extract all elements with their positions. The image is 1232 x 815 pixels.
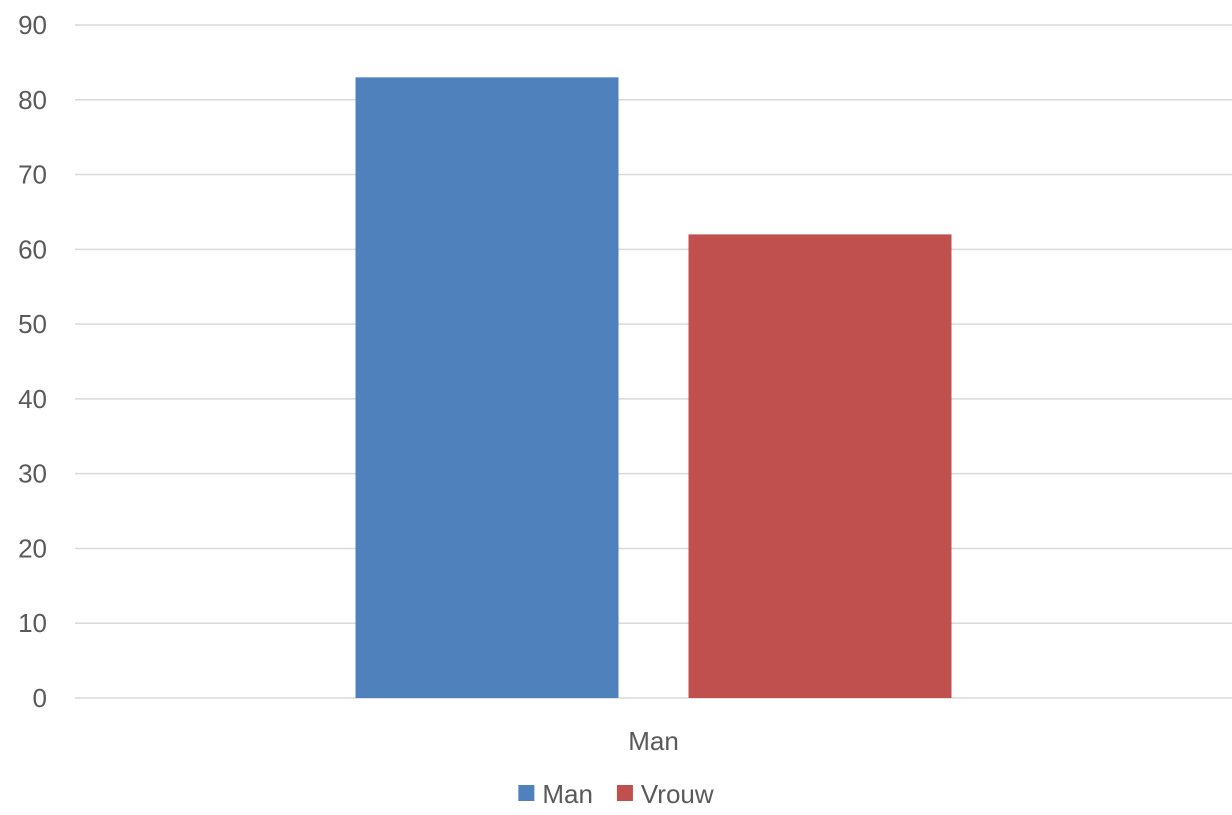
y-tick-label: 30 bbox=[18, 459, 47, 489]
bars bbox=[355, 77, 952, 699]
y-tick-label: 40 bbox=[18, 384, 47, 414]
legend-swatch-vrouw bbox=[616, 785, 633, 801]
legend: Man Vrouw bbox=[518, 779, 714, 809]
x-tick-label: Man bbox=[628, 726, 679, 756]
x-axis-ticks: Man bbox=[628, 726, 679, 756]
legend-swatch-man bbox=[518, 785, 535, 801]
y-tick-label: 10 bbox=[18, 608, 47, 638]
y-tick-label: 80 bbox=[18, 85, 47, 115]
bar-man bbox=[355, 77, 619, 699]
y-tick-label: 90 bbox=[18, 10, 47, 40]
y-tick-label: 60 bbox=[18, 234, 47, 264]
y-tick-label: 0 bbox=[33, 683, 47, 713]
y-axis-ticks: 0 10 20 30 40 50 60 70 80 90 bbox=[18, 10, 47, 713]
y-tick-label: 20 bbox=[18, 533, 47, 563]
bar-vrouw bbox=[688, 234, 952, 698]
y-tick-label: 70 bbox=[18, 160, 47, 190]
gridlines bbox=[75, 24, 1232, 699]
legend-label-vrouw: Vrouw bbox=[641, 779, 714, 809]
y-tick-label: 50 bbox=[18, 309, 47, 339]
legend-label-man: Man bbox=[542, 779, 593, 809]
